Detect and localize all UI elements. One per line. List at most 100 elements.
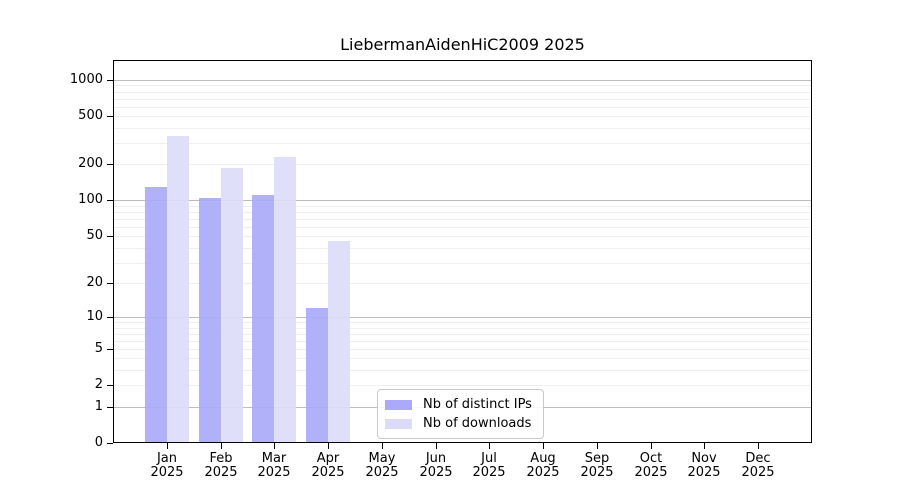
x-tick-month: Sep xyxy=(584,451,610,466)
y-tick-5 xyxy=(107,349,113,350)
y-tick-label-2: 2 xyxy=(94,377,103,392)
x-tick-label-jun: Jun 2025 xyxy=(408,452,464,480)
x-tick-month: Mar xyxy=(261,451,287,466)
major-gridline-100 xyxy=(114,200,811,201)
y-tick-500 xyxy=(107,116,113,117)
bar-downloads-apr xyxy=(328,241,350,442)
minor-gridline-90 xyxy=(114,206,811,207)
bar-distinct-ips-jan xyxy=(145,187,167,442)
x-tick-jan xyxy=(167,443,168,449)
y-tick-1000 xyxy=(107,80,113,81)
y-tick-label-0: 0 xyxy=(94,435,103,450)
y-tick-100 xyxy=(107,200,113,201)
y-tick-label-1: 1 xyxy=(94,399,103,414)
x-tick-label-may: May 2025 xyxy=(354,452,410,480)
x-tick-year: 2025 xyxy=(419,465,453,480)
x-tick-year: 2025 xyxy=(580,465,614,480)
minor-gridline-900 xyxy=(114,85,811,86)
legend-entry-downloads: Nb of downloads xyxy=(385,415,537,431)
y-tick-label-50: 50 xyxy=(86,228,103,243)
x-tick-label-mar: Mar 2025 xyxy=(246,452,302,480)
x-tick-label-apr: Apr 2025 xyxy=(300,452,356,480)
minor-gridline-8 xyxy=(114,328,811,329)
x-tick-year: 2025 xyxy=(472,465,506,480)
minor-gridline-3 xyxy=(114,370,811,371)
downloads-swatch xyxy=(385,418,412,429)
minor-gridline-300 xyxy=(114,143,811,144)
x-tick-month: Jan xyxy=(156,451,178,466)
y-tick-label-20: 20 xyxy=(86,275,103,290)
y-tick-200 xyxy=(107,164,113,165)
x-tick-label-dec: Dec 2025 xyxy=(730,452,786,480)
x-tick-year: 2025 xyxy=(204,465,238,480)
bar-distinct-ips-feb xyxy=(199,198,221,442)
major-gridline-1000 xyxy=(114,80,811,81)
major-gridline-10 xyxy=(114,317,811,318)
x-tick-month: Nov xyxy=(691,451,717,466)
x-tick-month: Apr xyxy=(316,451,340,466)
x-tick-apr xyxy=(328,443,329,449)
minor-gridline-800 xyxy=(114,92,811,93)
x-tick-sep xyxy=(597,443,598,449)
minor-gridline-70 xyxy=(114,219,811,220)
x-tick-year: 2025 xyxy=(311,465,345,480)
minor-gridline-700 xyxy=(114,99,811,100)
x-tick-month: Feb xyxy=(209,451,233,466)
chart-title: LiebermanAidenHiC2009 2025 xyxy=(340,35,585,54)
x-tick-month: Jul xyxy=(481,451,497,466)
x-tick-year: 2025 xyxy=(687,465,721,480)
minor-gridline-6 xyxy=(114,341,811,342)
bar-downloads-jan xyxy=(167,136,189,442)
minor-gridline-20 xyxy=(114,283,811,284)
x-tick-oct xyxy=(651,443,652,449)
x-tick-label-nov: Nov 2025 xyxy=(676,452,732,480)
y-tick-0 xyxy=(107,443,113,444)
bar-distinct-ips-mar xyxy=(252,195,274,442)
x-tick-month: May xyxy=(368,451,396,466)
bar-distinct-ips-apr xyxy=(306,308,328,442)
y-tick-2 xyxy=(107,385,113,386)
bars xyxy=(114,61,811,442)
y-tick-label-5: 5 xyxy=(94,341,103,356)
y-tick-label-200: 200 xyxy=(78,156,103,171)
y-tick-label-100: 100 xyxy=(78,192,103,207)
minor-gridline-50 xyxy=(114,236,811,237)
minor-gridline-5 xyxy=(114,349,811,350)
x-tick-label-sep: Sep 2025 xyxy=(569,452,625,480)
bar-downloads-mar xyxy=(274,157,296,442)
minor-gridline-40 xyxy=(114,248,811,249)
minor-gridline-60 xyxy=(114,227,811,228)
x-tick-month: Aug xyxy=(530,451,556,466)
minor-gridline-500 xyxy=(114,116,811,117)
y-tick-20 xyxy=(107,283,113,284)
x-tick-label-jan: Jan 2025 xyxy=(139,452,195,480)
y-tick-50 xyxy=(107,236,113,237)
x-tick-aug xyxy=(543,443,544,449)
minor-gridline-4 xyxy=(114,358,811,359)
x-tick-year: 2025 xyxy=(257,465,291,480)
x-tick-month: Jun xyxy=(425,451,447,466)
x-tick-dec xyxy=(758,443,759,449)
minor-gridline-9 xyxy=(114,322,811,323)
gridlines xyxy=(114,61,811,442)
minor-gridline-200 xyxy=(114,164,811,165)
distinct-ips-swatch xyxy=(385,399,412,410)
legend: Nb of distinct IPs Nb of downloads xyxy=(377,389,544,439)
bar-downloads-feb xyxy=(221,168,243,442)
legend-entry-distinct-ips: Nb of distinct IPs xyxy=(385,396,537,412)
minor-gridline-7 xyxy=(114,334,811,335)
x-tick-label-jul: Jul 2025 xyxy=(461,452,517,480)
minor-gridline-2 xyxy=(114,385,811,386)
x-tick-may xyxy=(382,443,383,449)
legend-label-downloads: Nb of downloads xyxy=(423,415,532,431)
plot-area xyxy=(113,60,812,443)
minor-gridline-600 xyxy=(114,107,811,108)
x-tick-year: 2025 xyxy=(150,465,184,480)
legend-label-distinct-ips: Nb of distinct IPs xyxy=(423,396,532,412)
x-tick-nov xyxy=(704,443,705,449)
x-tick-year: 2025 xyxy=(634,465,668,480)
x-tick-feb xyxy=(221,443,222,449)
x-tick-label-feb: Feb 2025 xyxy=(193,452,249,480)
x-tick-year: 2025 xyxy=(741,465,775,480)
